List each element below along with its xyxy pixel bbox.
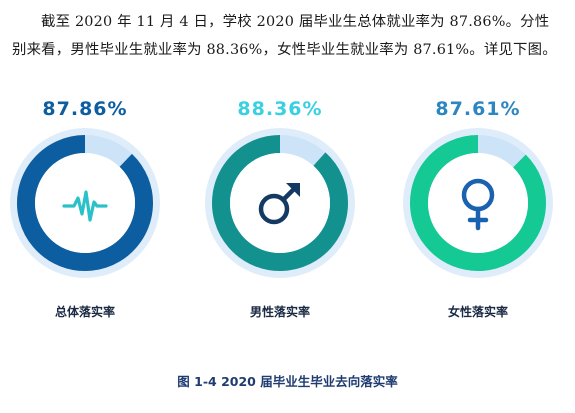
male-icon — [258, 183, 300, 225]
overall-rate-ring — [10, 128, 160, 278]
male-ring-progress — [212, 135, 348, 271]
female-rate-card: 87.61% 女性落实率 — [403, 98, 553, 338]
female-ring-progress — [410, 135, 546, 271]
female-rate-value: 87.61% — [435, 98, 521, 120]
figure-caption: 图 1-4 2020 届毕业生毕业去向落实率 — [177, 374, 398, 389]
male-ring-center — [230, 153, 330, 253]
male-rate-card: 88.36% 男性落实率 — [205, 98, 355, 338]
overall-ring-progress — [17, 135, 153, 271]
overall-rate-card: 87.86% 总体落实率 — [10, 98, 160, 338]
female-rate-ring — [403, 128, 553, 278]
female-ring-center — [428, 153, 528, 253]
overall-rate-label: 总体落实率 — [54, 305, 115, 319]
male-rate-value: 88.36% — [237, 98, 323, 120]
male-rate-label: 男性落实率 — [249, 305, 310, 319]
female-rate-label: 女性落实率 — [447, 305, 508, 319]
male-rate-ring — [205, 128, 355, 278]
female-icon — [461, 178, 495, 231]
intro-paragraph: 截至 2020 年 11 月 4 日，学校 2020 届毕业生总体就业率为 87… — [12, 14, 557, 58]
overall-rate-value: 87.86% — [42, 98, 128, 120]
heartbeat-icon — [62, 190, 108, 222]
